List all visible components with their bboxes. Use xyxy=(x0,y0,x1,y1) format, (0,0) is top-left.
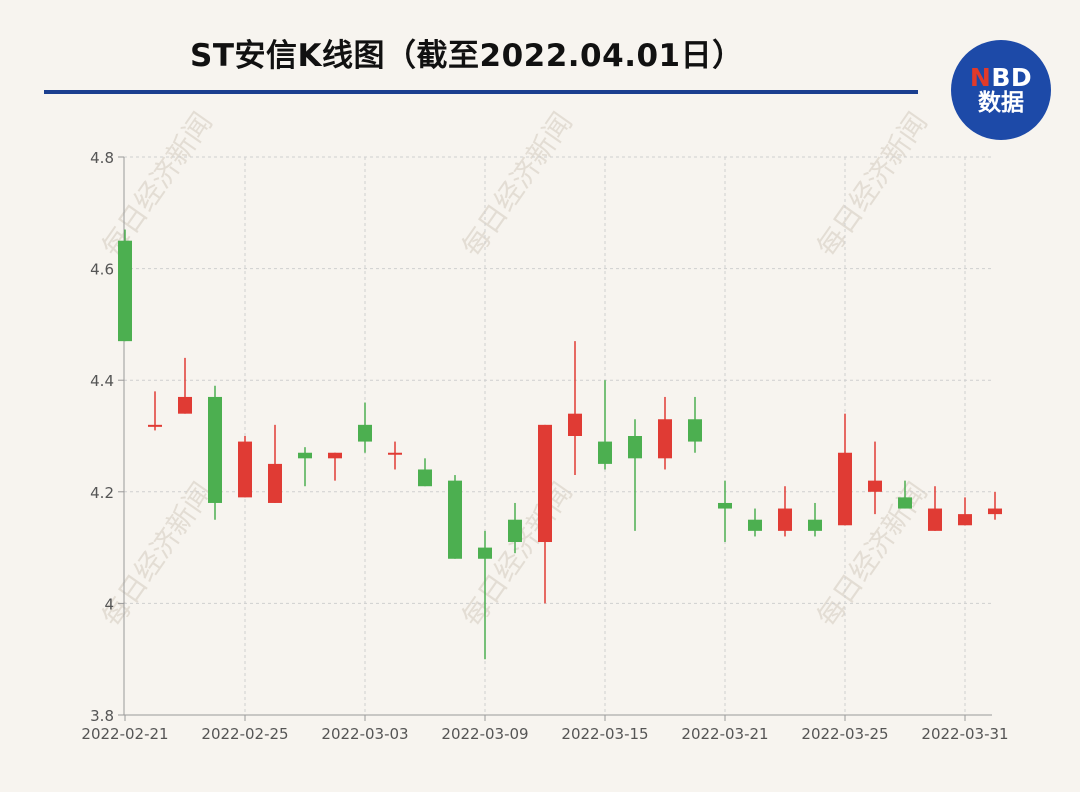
watermark-text: 每日经济新闻 xyxy=(456,106,579,263)
candle xyxy=(568,341,582,476)
candle-body xyxy=(268,463,282,503)
y-tick-label: 4 xyxy=(104,595,114,613)
candle-body xyxy=(448,480,462,559)
candle xyxy=(148,391,162,431)
candle-body xyxy=(988,508,1002,515)
y-tick-label: 4.4 xyxy=(90,372,114,390)
logo-n-letter: N xyxy=(969,62,992,92)
watermark-text: 每日经济新闻 xyxy=(456,476,579,633)
candle-body xyxy=(598,441,612,464)
x-tick-label: 2022-03-31 xyxy=(921,725,1008,743)
candle xyxy=(658,396,672,470)
candle xyxy=(388,441,402,470)
x-tick-label: 2022-03-03 xyxy=(321,725,408,743)
candle xyxy=(718,480,732,543)
candle-body xyxy=(148,424,162,427)
candle-body xyxy=(778,508,792,531)
candle xyxy=(208,385,222,520)
candle xyxy=(268,424,282,503)
candle xyxy=(118,229,132,342)
x-tick-label: 2022-02-25 xyxy=(201,725,288,743)
candle xyxy=(778,486,792,537)
x-tick-label: 2022-03-15 xyxy=(561,725,648,743)
candle xyxy=(688,396,702,453)
watermark-text: 每日经济新闻 xyxy=(811,476,934,633)
logo-bd-letters: BD xyxy=(991,62,1033,92)
candle-body xyxy=(808,519,822,531)
candle-body xyxy=(688,419,702,442)
x-tick-label: 2022-03-21 xyxy=(681,725,768,743)
title-underline xyxy=(44,90,918,94)
nbd-logo: NBD 数据 xyxy=(951,40,1051,140)
y-tick-label: 4.8 xyxy=(90,149,114,167)
candle xyxy=(628,419,642,531)
candle xyxy=(538,424,552,604)
candle xyxy=(868,441,882,515)
candle-body xyxy=(298,452,312,459)
candle-body xyxy=(868,480,882,492)
candle xyxy=(898,480,912,509)
y-tick-label: 4.6 xyxy=(90,261,114,279)
candle xyxy=(508,502,522,554)
candle-body xyxy=(628,436,642,459)
watermark-text: 每日经济新闻 xyxy=(96,476,219,633)
watermark-text: 每日经济新闻 xyxy=(811,106,934,263)
candle xyxy=(598,380,612,470)
candle-body xyxy=(208,396,222,503)
candle-body xyxy=(238,441,252,498)
candle xyxy=(928,486,942,531)
candle-body xyxy=(508,519,522,543)
candle xyxy=(808,502,822,537)
candle-body xyxy=(418,469,432,487)
candle xyxy=(958,497,972,526)
candle-body xyxy=(478,547,492,559)
candle xyxy=(748,508,762,537)
candle-body xyxy=(658,419,672,459)
candle-body xyxy=(718,502,732,509)
grid-lines xyxy=(124,156,992,715)
candle-body xyxy=(748,519,762,531)
candle-body xyxy=(118,240,132,342)
candle-body xyxy=(178,396,192,414)
y-tick-label: 3.8 xyxy=(90,707,114,725)
x-tick-label: 2022-03-25 xyxy=(801,725,888,743)
candle xyxy=(238,436,252,498)
candle xyxy=(358,402,372,453)
candle-body xyxy=(388,452,402,455)
chart-title: ST安信K线图（截至2022.04.01日） xyxy=(190,38,744,74)
candles xyxy=(118,229,1002,660)
candle xyxy=(418,458,432,487)
candle xyxy=(838,413,852,526)
candle-body xyxy=(838,452,852,526)
candle-body xyxy=(568,413,582,436)
y-tick-label: 4.2 xyxy=(90,484,114,502)
candle xyxy=(478,530,492,660)
candle xyxy=(178,357,192,414)
watermark-text: 每日经济新闻 xyxy=(96,106,219,263)
candle xyxy=(298,447,312,487)
logo-nbd-text: NBD xyxy=(969,62,1033,92)
x-tick-label: 2022-02-21 xyxy=(81,725,168,743)
candle-body xyxy=(928,508,942,531)
candle-body xyxy=(358,424,372,442)
candle-body xyxy=(898,497,912,509)
x-tick-label: 2022-03-09 xyxy=(441,725,528,743)
logo-data-text: 数据 xyxy=(978,90,1024,117)
candle xyxy=(988,491,1002,520)
candle-body xyxy=(328,452,342,459)
candle-body xyxy=(958,514,972,526)
candle xyxy=(448,475,462,559)
candle xyxy=(328,452,342,481)
candle-body xyxy=(538,424,552,543)
